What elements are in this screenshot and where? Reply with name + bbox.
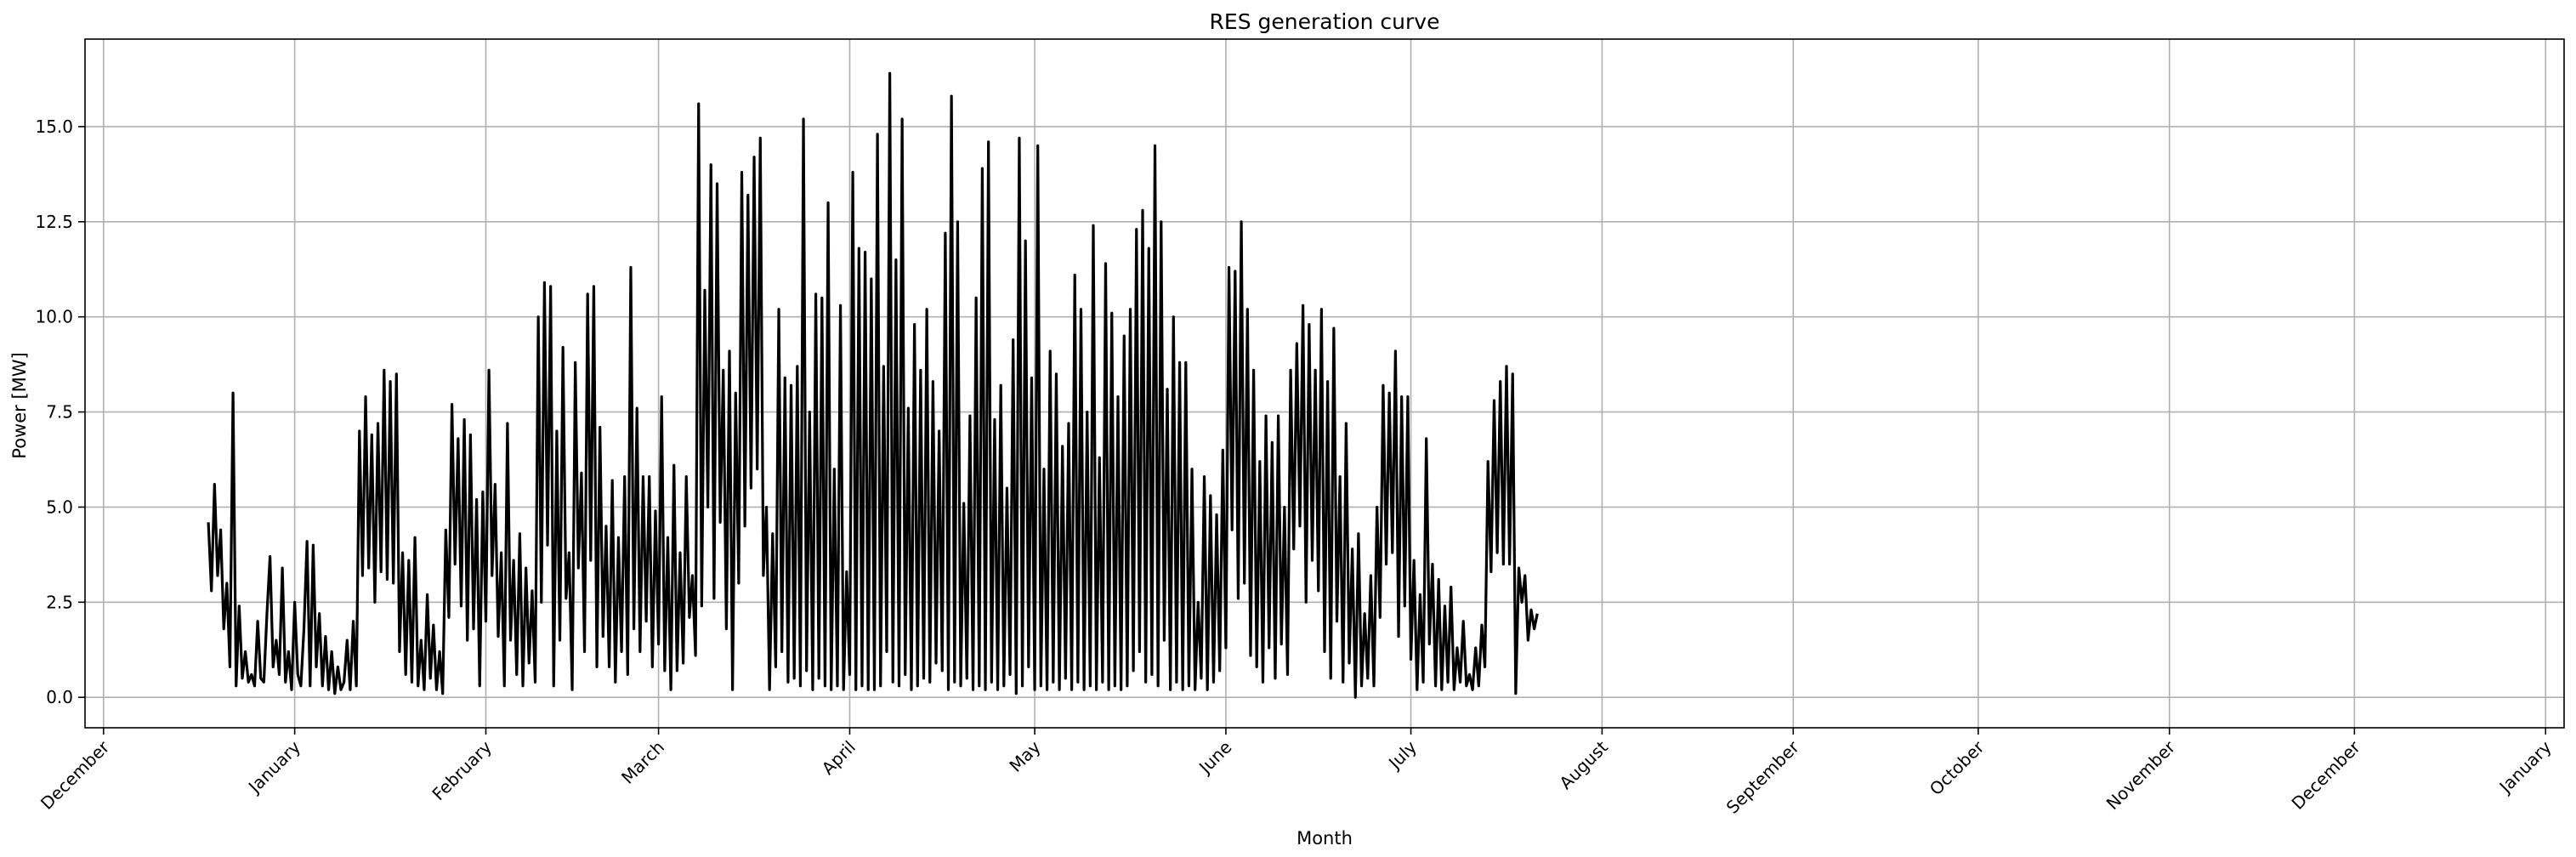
plot-area: [207, 71, 1539, 699]
y-tick-label: 5.0: [46, 497, 73, 517]
y-axis-label: Power [MW]: [9, 352, 30, 458]
y-tick-label: 12.5: [35, 212, 73, 232]
y-tick-label: 15.0: [35, 116, 73, 137]
y-tick-label: 7.5: [46, 402, 73, 423]
x-tick-label: December: [2288, 736, 2365, 814]
x-tick-label: August: [1555, 736, 1612, 793]
x-axis-label: Month: [1297, 828, 1353, 848]
x-tick-label: January: [2494, 736, 2556, 797]
axes-frame: [84, 38, 2565, 729]
x-tick-label: June: [1194, 737, 1235, 779]
chart-title: RES generation curve: [1210, 9, 1440, 34]
y-tick-label: 0.0: [46, 687, 73, 707]
x-tick-label: May: [1005, 736, 1044, 775]
x-tick-label: April: [818, 737, 860, 779]
x-tick-label: July: [1383, 736, 1421, 774]
x-tick-label: October: [1926, 736, 1989, 799]
x-tick-label: December: [37, 736, 114, 814]
x-axis: December January February March April May June…: [37, 728, 2556, 818]
x-tick-label: March: [617, 737, 668, 788]
power-series-line: [207, 71, 1539, 699]
y-axis: 0.0 2.5 5.0 7.5 10.0 12.5 15.0: [35, 116, 85, 707]
x-tick-label: November: [2102, 736, 2180, 814]
x-tick-label: February: [428, 736, 496, 804]
x-tick-label: September: [1722, 736, 1804, 818]
y-tick-label: 10.0: [35, 307, 73, 327]
x-tick-label: January: [243, 736, 304, 797]
y-tick-label: 2.5: [46, 592, 73, 612]
